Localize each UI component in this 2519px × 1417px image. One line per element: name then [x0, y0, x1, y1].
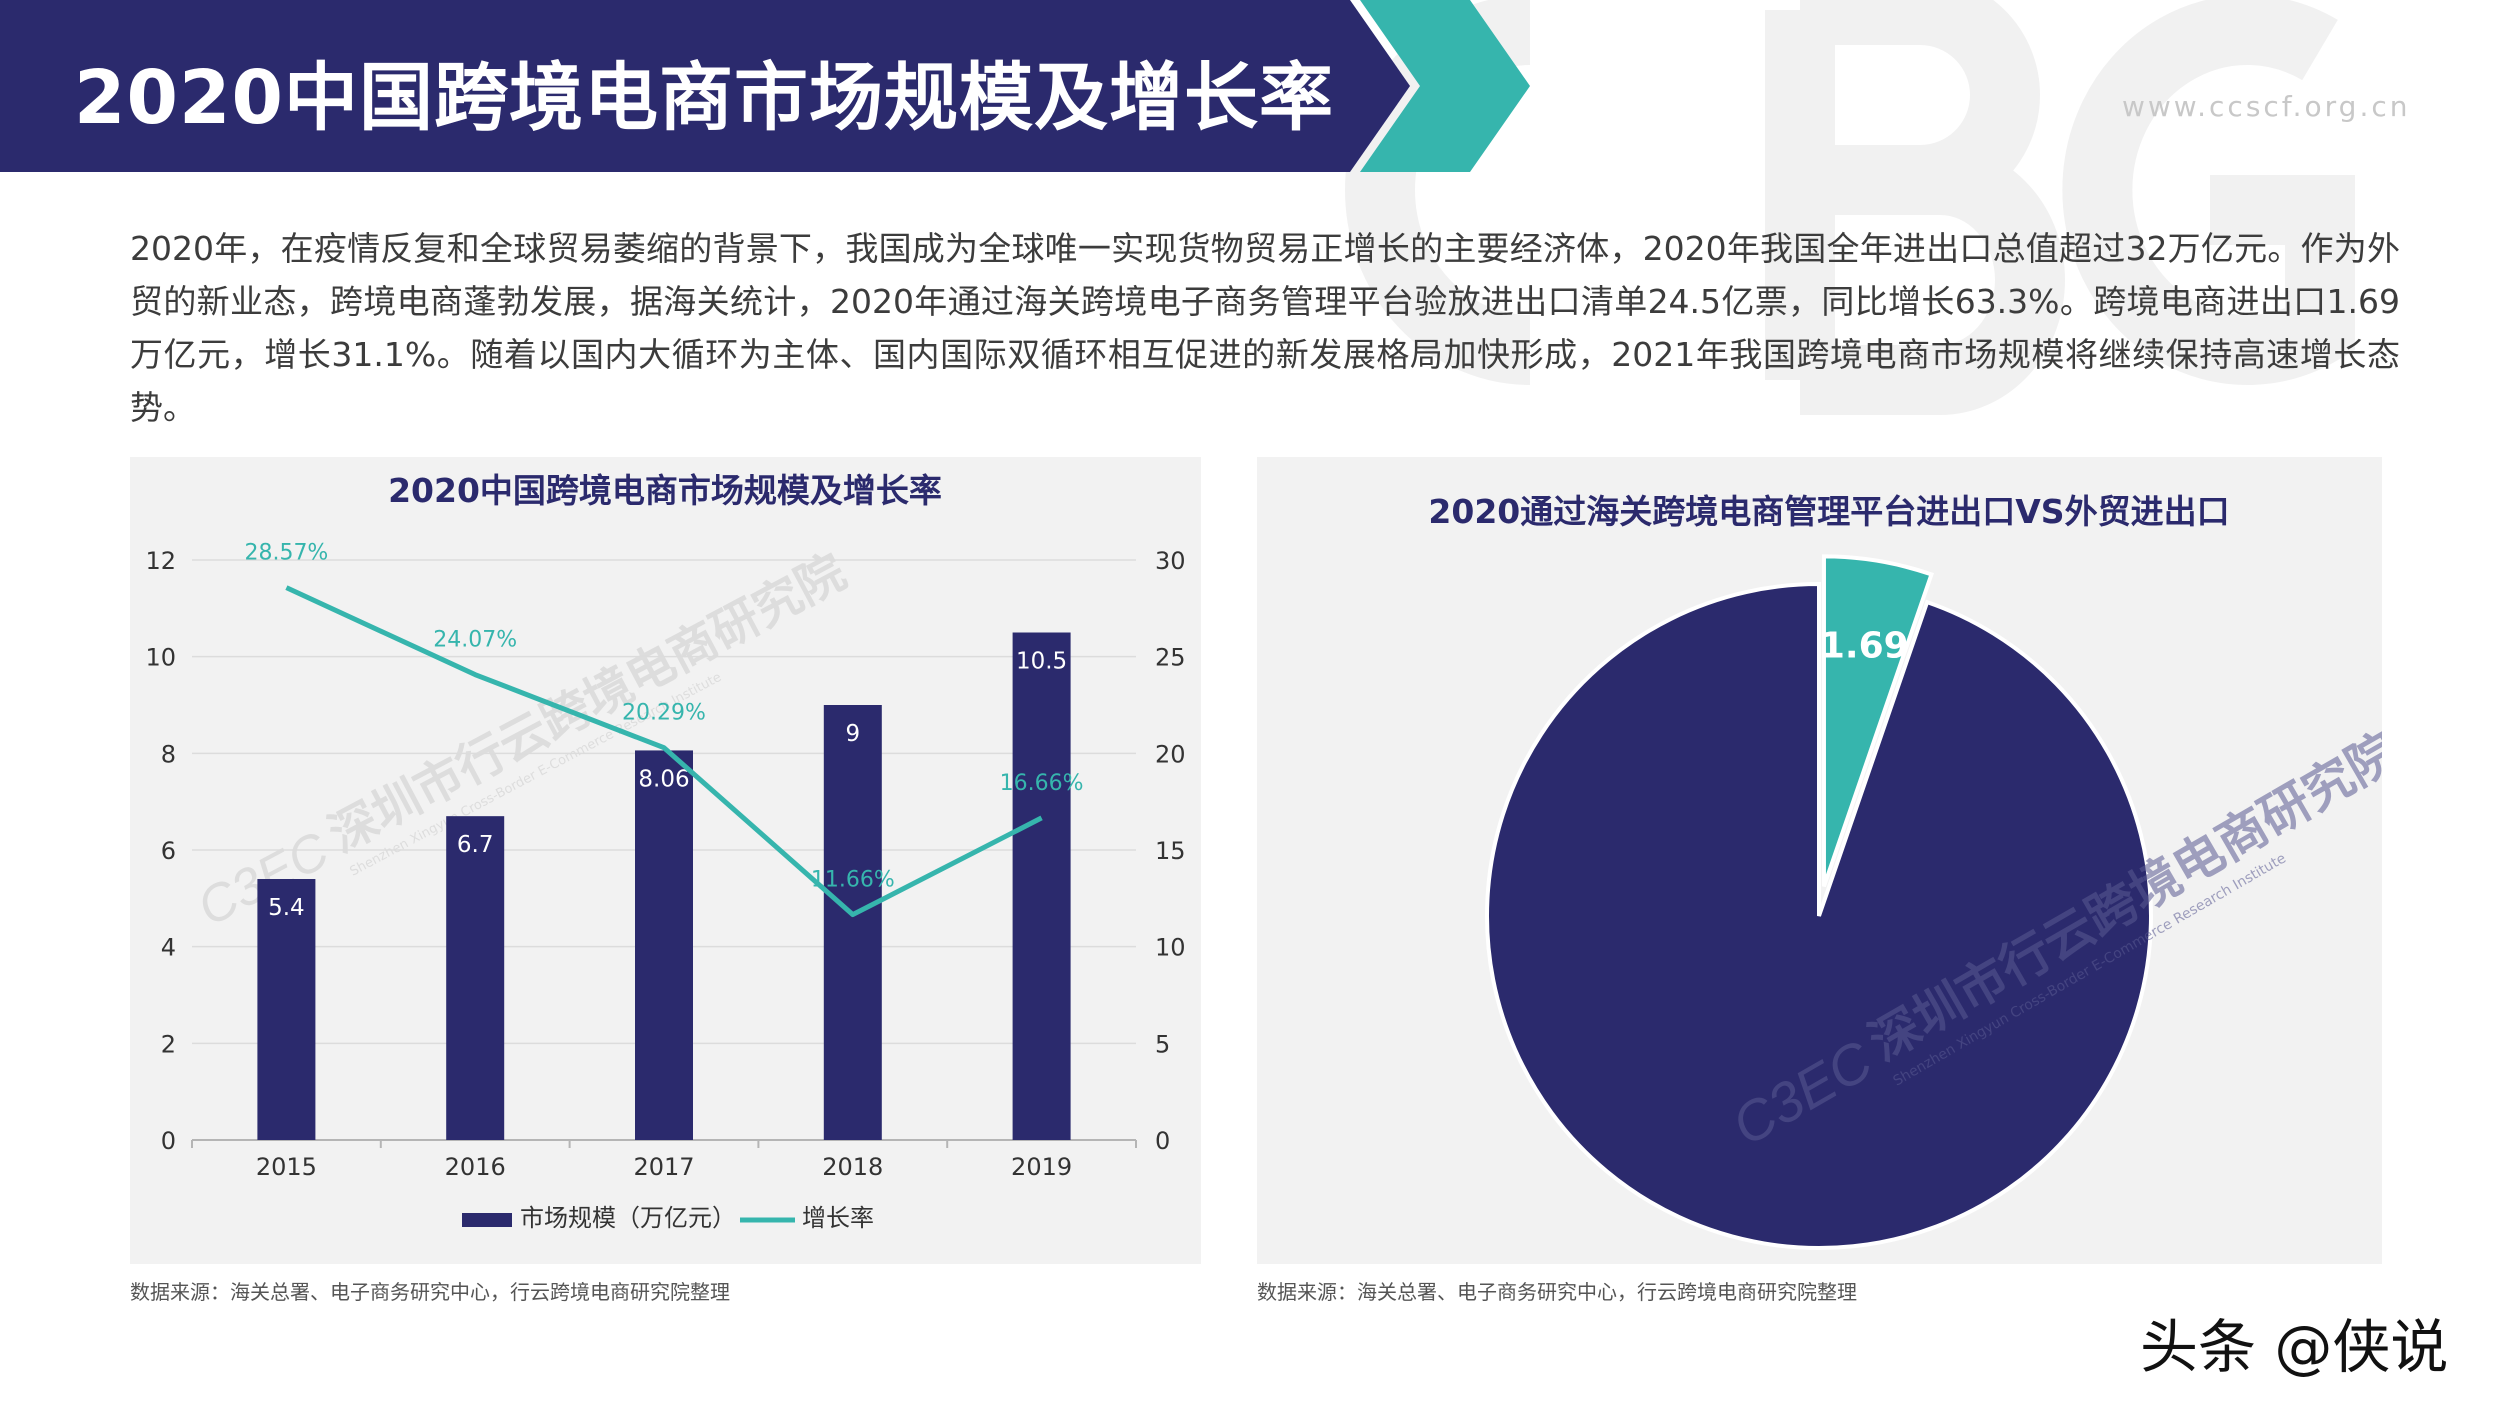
line-label-2017: 20.29% [622, 701, 706, 726]
left-tick-label: 10 [145, 644, 176, 672]
site-url: www.ccscf.org.cn [2122, 90, 2411, 123]
combo-chart-panel: C3EC 深圳市行云跨境电商研究院 Shenzhen Xingyun Cross… [130, 457, 1201, 1264]
right-tick-label: 10 [1155, 934, 1186, 962]
pie-chart: 2020通过海关跨境电商管理平台进出口VS外贸进出口 C3EC 深圳市行云跨境电… [1428, 492, 2382, 1250]
legend-label-line: 增长率 [802, 1204, 874, 1232]
left-tick-label: 0 [161, 1127, 176, 1155]
watermark-text: 深圳市行云跨境电商研究院 [320, 544, 855, 864]
x-tick-label: 2018 [822, 1153, 883, 1181]
pie-labels: 1.69 [1820, 626, 1909, 667]
right-tick-label: 0 [1155, 1127, 1170, 1155]
chart-title: 2020中国跨境电商市场规模及增长率 [388, 471, 942, 510]
x-tick-label: 2017 [633, 1153, 694, 1181]
header-accent-chevron [1360, 0, 1530, 172]
header-band [0, 0, 1530, 172]
legend-label-bar: 市场规模（万亿元） [520, 1204, 736, 1232]
left-tick-label: 4 [161, 934, 176, 962]
line-value-labels: 28.57% 24.07% 20.29% 11.66% 16.66% [244, 541, 1083, 893]
pie-title: 2020通过海关跨境电商管理平台进出口VS外贸进出口 [1428, 492, 2229, 531]
source-note-left: 数据来源：海关总署、电子商务研究中心，行云跨境电商研究院整理 [130, 1280, 730, 1304]
bar-label-2016: 6.7 [457, 832, 494, 858]
bar-label-2019: 10.5 [1016, 649, 1067, 675]
intro-paragraph: 2020年，在疫情反复和全球贸易萎缩的背景下，我国成为全球唯一实现货物贸易正增长… [130, 229, 2400, 427]
pie-slice-label-0: 1.69 [1820, 626, 1909, 667]
left-tick-label: 2 [161, 1030, 176, 1058]
bar-label-2015: 5.4 [268, 895, 305, 921]
x-tick-label: 2015 [256, 1153, 317, 1181]
toutiao-watermark: 头条 @侠说 [2140, 1313, 2449, 1381]
x-tick-label: 2019 [1011, 1153, 1072, 1181]
line-label-2015: 28.57% [244, 541, 328, 566]
bar-2016 [446, 816, 505, 1140]
combo-chart: C3EC 深圳市行云跨境电商研究院 Shenzhen Xingyun Cross… [145, 471, 1186, 1232]
pie-slice-1 [1485, 581, 2153, 1250]
pie-slice-0 [1821, 554, 1935, 888]
line-label-2016: 24.07% [433, 628, 517, 653]
right-tick-label: 25 [1155, 644, 1186, 672]
bar-2015 [257, 879, 316, 1140]
right-tick-label: 20 [1155, 740, 1186, 768]
bar-label-2018: 9 [845, 721, 860, 747]
background-logo-watermark [1345, 0, 2355, 415]
source-note-right: 数据来源：海关总署、电子商务研究中心，行云跨境电商研究院整理 [1257, 1280, 1857, 1304]
x-tick-label: 2016 [445, 1153, 506, 1181]
pie-slices [1485, 554, 2153, 1250]
right-tick-label: 30 [1155, 547, 1186, 575]
left-axis-ticks: 0 2 4 6 8 10 12 [145, 547, 176, 1155]
right-axis-ticks: 0 5 10 15 20 25 30 [1155, 547, 1186, 1155]
bar-value-labels: 5.4 6.7 8.06 9 10.5 [268, 649, 1067, 922]
page-title: 2020中国跨境电商市场规模及增长率 [74, 55, 1334, 141]
left-tick-label: 12 [145, 547, 176, 575]
left-tick-label: 6 [161, 837, 176, 865]
header-bg [0, 0, 1410, 172]
bar-label-2017: 8.06 [638, 766, 689, 792]
growth-rate-line [285, 585, 1043, 918]
right-tick-label: 5 [1155, 1030, 1170, 1058]
bar-2018 [823, 705, 882, 1140]
legend-swatch-bar [462, 1213, 512, 1227]
x-axis-ticks: 2015 2016 2017 2018 2019 [191, 1140, 1137, 1181]
line-label-2019: 16.66% [1000, 771, 1084, 796]
pie-chart-panel: 2020通过海关跨境电商管理平台进出口VS外贸进出口 C3EC 深圳市行云跨境电… [1257, 457, 2382, 1264]
left-tick-label: 8 [161, 740, 176, 768]
bar-series [257, 632, 1071, 1140]
line-label-2018: 11.66% [811, 868, 895, 893]
chart-legend: 市场规模（万亿元） 增长率 [462, 1204, 874, 1232]
bar-2019 [1012, 632, 1071, 1140]
right-tick-label: 15 [1155, 837, 1186, 865]
bar-2017 [635, 750, 693, 1140]
